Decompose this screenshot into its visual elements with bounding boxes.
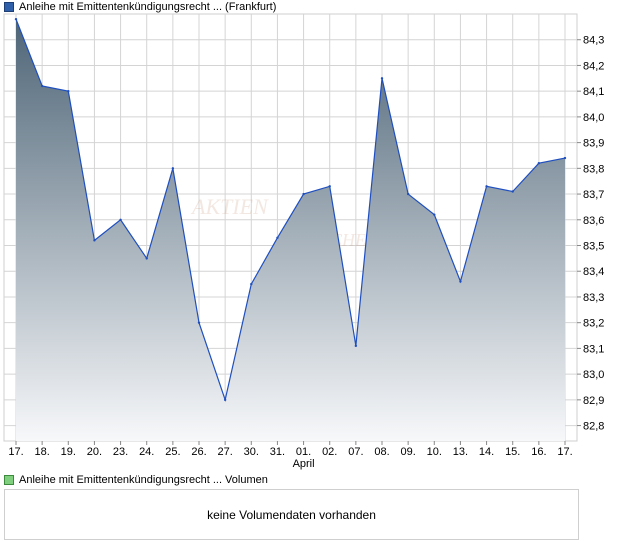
- x-tick-label: 15.: [505, 446, 520, 458]
- price-legend-label: Anleihe mit Emittentenkündigungsrecht ..…: [19, 1, 277, 13]
- x-tick-label: 01.: [296, 446, 311, 458]
- x-tick-label: 13.: [453, 446, 468, 458]
- price-point: [537, 161, 541, 165]
- price-point: [67, 89, 70, 93]
- y-axis: 84,3 84,2 84,1 84,0 83,9 83,8 83,7 83,6 83,5 83,4…: [577, 35, 604, 433]
- y-tick-label: 84,1: [583, 86, 604, 98]
- x-tick-label: 09.: [400, 446, 415, 458]
- x-tick-label: 16.: [531, 446, 546, 458]
- price-point: [197, 321, 201, 324]
- y-tick-label: 83,7: [583, 189, 604, 201]
- x-month-label: April: [293, 458, 315, 470]
- x-axis: 17. 18. 19. 20. 23. 24. 25. 26. 27. 30. 31. 01. 02. 0…: [8, 441, 573, 470]
- x-tick-label: 26.: [191, 446, 206, 458]
- x-tick-label: 30.: [244, 446, 259, 458]
- x-tick-label: 17.: [8, 446, 23, 458]
- price-point: [145, 257, 148, 260]
- price-point: [223, 398, 227, 402]
- price-point: [354, 344, 358, 348]
- price-point: [485, 185, 488, 188]
- price-point: [40, 84, 44, 88]
- price-point: [302, 192, 305, 196]
- y-tick-label: 83,1: [583, 343, 604, 355]
- y-tick-label: 83,9: [583, 138, 604, 150]
- price-point: [406, 192, 410, 196]
- x-tick-label: 08.: [374, 446, 389, 458]
- y-tick-label: 82,9: [583, 395, 604, 407]
- x-tick-label: 10.: [427, 446, 442, 458]
- price-point: [93, 239, 96, 242]
- price-point: [171, 167, 175, 170]
- svg-text:AKTIEN: AKTIEN: [190, 194, 269, 219]
- price-point: [119, 218, 122, 221]
- y-tick-label: 83,3: [583, 292, 604, 304]
- y-tick-label: 83,6: [583, 215, 604, 227]
- x-tick-label: 23.: [113, 446, 128, 458]
- x-tick-label: 02.: [322, 446, 337, 458]
- volume-panel: keine Volumendaten vorhanden: [4, 489, 579, 540]
- x-tick-label: 07.: [348, 446, 363, 458]
- price-legend-swatch: [4, 2, 14, 12]
- x-tick-label: 19.: [61, 446, 76, 458]
- x-tick-label: 24.: [139, 446, 154, 458]
- x-tick-label: 31.: [270, 446, 285, 458]
- price-points: [14, 17, 567, 402]
- y-tick-label: 83,5: [583, 241, 604, 253]
- volume-legend-label: Anleihe mit Emittentenkündigungsrecht ..…: [19, 474, 268, 486]
- price-point: [14, 17, 18, 21]
- x-tick-label: 17.: [557, 446, 572, 458]
- price-area-fill: [16, 19, 565, 441]
- price-chart: AKTIEN CHECK 84,384,284,184,083,983,883,…: [3, 13, 604, 470]
- x-tick-label: 14.: [479, 446, 494, 458]
- y-tick-label: 82,8: [583, 421, 604, 433]
- volume-empty-message: keine Volumendaten vorhanden: [207, 507, 376, 522]
- price-point: [433, 213, 436, 216]
- x-tick-label: 18.: [34, 446, 49, 458]
- y-tick-label: 84,0: [583, 112, 604, 124]
- x-tick-label: 25.: [165, 446, 180, 458]
- x-tick-label: 20.: [87, 446, 102, 458]
- volume-legend: Anleihe mit Emittentenkündigungsrecht ..…: [4, 473, 268, 487]
- y-tick-label: 84,2: [583, 60, 604, 72]
- price-point: [328, 185, 331, 188]
- price-point: [250, 282, 253, 286]
- price-area: [15, 18, 566, 441]
- y-tick-label: 83,2: [583, 318, 604, 330]
- volume-legend-swatch: [4, 475, 14, 485]
- price-point: [563, 156, 567, 160]
- y-tick-label: 83,4: [583, 266, 604, 278]
- price-line: [15, 18, 566, 403]
- price-point: [276, 236, 279, 239]
- price-point: [380, 77, 384, 80]
- price-point: [459, 280, 462, 283]
- price-point: [511, 190, 514, 193]
- y-tick-label: 84,3: [583, 35, 604, 47]
- price-legend: Anleihe mit Emittentenkündigungsrecht ..…: [4, 0, 276, 14]
- x-tick-label: 27.: [217, 446, 232, 458]
- y-tick-label: 83,0: [583, 369, 604, 381]
- y-tick-label: 83,8: [583, 163, 604, 175]
